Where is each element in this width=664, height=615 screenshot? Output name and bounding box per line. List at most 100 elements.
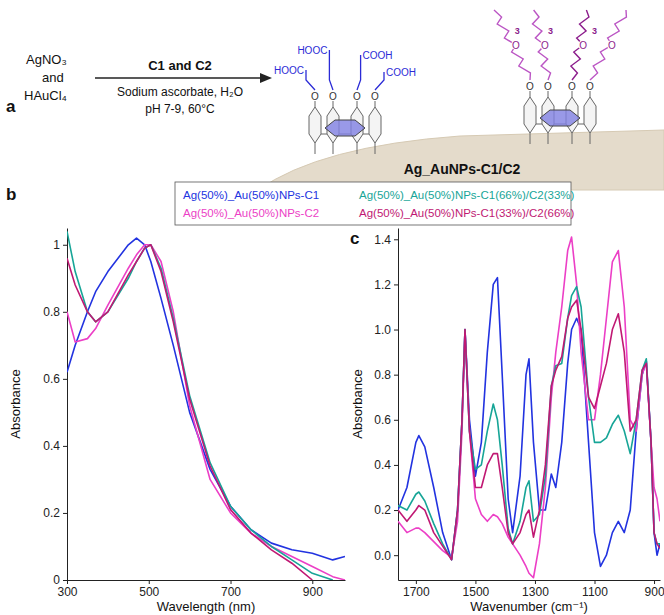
y-tick: 1.0: [374, 323, 398, 337]
y-tick-label: 0.2: [374, 503, 391, 517]
y-tick: 1.4: [374, 233, 398, 247]
x-tick: 1300: [522, 580, 549, 599]
acid-arm: [329, 50, 333, 90]
x-tick-label: 900: [645, 585, 664, 599]
highlighted-ring: [540, 110, 580, 126]
acid-arm: [357, 55, 361, 90]
x-tick-mark: [535, 580, 536, 584]
series-line: [67, 238, 345, 560]
y-tick-mark: [63, 245, 67, 246]
y-tick: 0.6: [43, 372, 67, 386]
y-tick: 0.2: [374, 503, 398, 517]
y-tick-label: 0.8: [43, 305, 60, 319]
legend-entry: Ag(50%)_Au(50%)NPs-C1(33%)/C2(66%): [359, 207, 575, 219]
oxygen-label: O: [541, 40, 549, 51]
y-tick-label: 1.2: [374, 278, 391, 292]
y-axis-line: [398, 229, 399, 581]
x-axis-title: Wavelength (nm): [157, 599, 256, 614]
x-tick-label: 1500: [463, 585, 490, 599]
y-tick-mark: [394, 420, 398, 421]
y-tick-label: 1.0: [374, 323, 391, 337]
y-tick: 0.6: [374, 413, 398, 427]
chart: 30050070090000.20.40.60.81Wavelength (nm…: [6, 185, 346, 614]
scheme: aAgNO₃andHAuCl₄C1 and C2Sodium ascorbate…: [6, 10, 664, 190]
acid-arm: [375, 72, 384, 90]
methyl-bond: [572, 133, 573, 144]
x-tick-label: 500: [139, 585, 159, 599]
series-line: [67, 245, 312, 580]
methyl-bond: [333, 143, 334, 154]
x-axis-line: [68, 580, 346, 581]
figure: aAgNO₃andHAuCl₄C1 and C2Sodium ascorbate…: [0, 0, 664, 615]
carboxyl-label: HOOC: [297, 45, 327, 56]
x-tick-mark: [67, 580, 68, 584]
x-tick-mark: [149, 580, 150, 584]
repeat-label: 3: [548, 26, 553, 36]
x-tick-label: 900: [303, 585, 323, 599]
label-backdrop: [607, 40, 617, 50]
y-tick-label: 0.4: [43, 439, 60, 453]
y-tick: 0.8: [374, 368, 398, 382]
legend-entry: Ag(50%)_Au(50%)NPs-C1: [183, 189, 319, 201]
bridge-bond: [578, 124, 584, 125]
condition: pH 7-9, 60°C: [145, 102, 215, 116]
highlighted-ring: [325, 120, 365, 136]
y-tick-mark: [63, 312, 67, 313]
label-backdrop: [540, 40, 550, 50]
bridge-bond: [321, 134, 327, 135]
plot-lines: [398, 237, 660, 578]
oxygen-label: O: [586, 81, 594, 92]
x-axis: 300500700900: [57, 580, 345, 599]
x-tick: 900: [303, 580, 323, 599]
y-tick-mark: [63, 513, 67, 514]
ether-chain: [532, 10, 550, 80]
carboxyl-label: COOH: [386, 67, 416, 78]
bridge-bond: [363, 134, 369, 135]
legend-entry: Ag(50%)_Au(50%)NPs-C1(66%)/C2(33%): [359, 189, 575, 201]
y-tick-mark: [394, 465, 398, 466]
ether-chain: [571, 10, 589, 80]
panel-label: a: [6, 97, 16, 116]
y-tick: 1: [53, 238, 67, 252]
y-tick-mark: [63, 580, 67, 581]
series-line: [67, 231, 333, 580]
y-tick: 0.8: [43, 305, 67, 319]
y-tick-mark: [394, 284, 398, 285]
methyl-bond: [530, 133, 531, 144]
y-axis-title: Absorbance: [8, 369, 23, 438]
oxygen-label: O: [329, 91, 337, 102]
y-tick-label: 0.4: [374, 458, 391, 472]
ether-chain: [494, 10, 530, 80]
oxygen-label: O: [526, 81, 534, 92]
product-label: Ag_AuNPs-C1/C2: [404, 161, 521, 177]
y-tick-label: 1.4: [374, 233, 391, 247]
y-tick-mark: [394, 555, 398, 556]
aryl-ring: [369, 107, 381, 143]
series-line: [398, 287, 660, 560]
x-tick-mark: [416, 580, 417, 584]
methyl-bond: [590, 133, 591, 144]
y-tick-mark: [394, 375, 398, 376]
oxygen-label: O: [608, 40, 616, 51]
x-tick: 500: [139, 580, 159, 599]
reactant: HAuCl₄: [24, 88, 67, 103]
y-tick-mark: [394, 239, 398, 240]
carboxyl-label: HOOC: [274, 65, 304, 76]
series-line: [398, 300, 660, 559]
x-tick-label: 300: [57, 585, 77, 599]
y-tick-label: 1: [53, 238, 60, 252]
x-axis: 1700 1500 1300 1100 900: [399, 580, 664, 599]
carboxyl-label: COOH: [363, 50, 393, 61]
methyl-bond: [315, 143, 316, 154]
aryl-ring: [524, 97, 536, 133]
y-axis-line: [67, 229, 68, 581]
x-axis-title: Wavenumber (cm⁻¹): [470, 599, 588, 614]
x-tick: 1100: [582, 580, 608, 599]
label-backdrop: [511, 40, 521, 50]
y-axis: 00.20.40.60.81: [43, 229, 67, 588]
oxygen-label: O: [353, 91, 361, 102]
methyl-bond: [548, 133, 549, 144]
x-tick-mark: [595, 580, 596, 584]
acid-arm: [306, 70, 315, 90]
x-tick: 1700: [403, 580, 430, 599]
